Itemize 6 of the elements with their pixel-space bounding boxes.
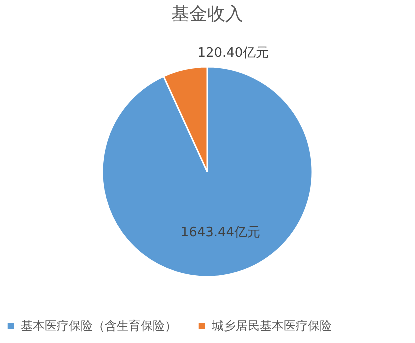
- data-label: 120.40亿元: [198, 46, 270, 61]
- legend-label: 城乡居民基本医疗保险: [211, 319, 332, 334]
- legend-label: 基本医疗保险（含生育保险）: [21, 319, 177, 334]
- data-label: 1643.44亿元: [180, 226, 261, 241]
- pie-slice: [102, 66, 314, 278]
- chart-title: 基金收入: [172, 4, 244, 25]
